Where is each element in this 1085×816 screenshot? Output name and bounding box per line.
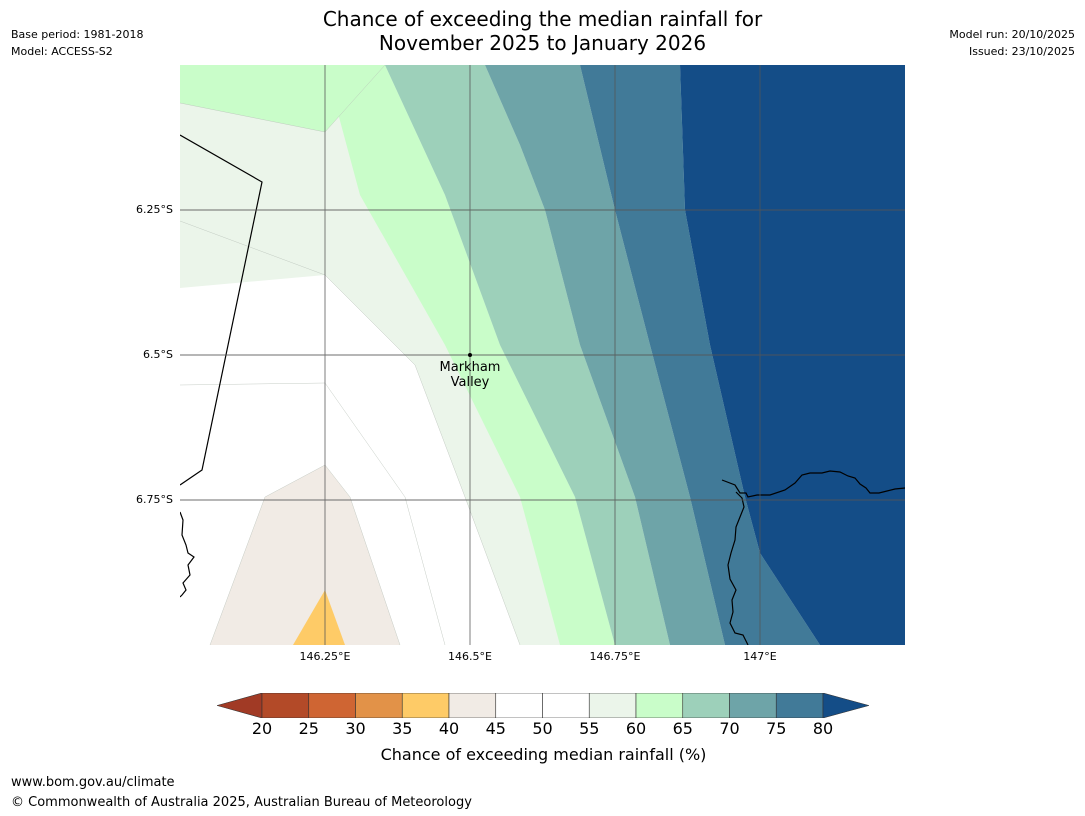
- colorbar-tick-75: 75: [766, 719, 787, 738]
- band-60-65-top: [180, 65, 385, 132]
- colorbar-tick-35: 35: [392, 719, 413, 738]
- colorbar-title: Chance of exceeding median rainfall (%): [380, 745, 707, 764]
- title-line-1: Chance of exceeding the median rainfall …: [322, 7, 763, 31]
- colorbar-cell-20-25: [261, 693, 310, 718]
- rainfall-map[interactable]: [180, 65, 905, 645]
- colorbar-cell-40-45: [448, 693, 497, 718]
- markham-valley-marker[interactable]: [468, 353, 472, 357]
- coastline-huon-gulf: [721, 470, 905, 645]
- colorbar-cell-30-35: [355, 693, 403, 718]
- colorbar-cell-55-60: [588, 693, 637, 718]
- colorbar-cell-70-75: [729, 693, 777, 718]
- lon-label-146-25: 146.25°E: [299, 650, 351, 663]
- colorbar-tick-40: 40: [438, 719, 460, 738]
- footer-copyright: © Commonwealth of Australia 2025, Austra…: [11, 795, 472, 810]
- chart-title: Chance of exceeding the median rainfall …: [0, 7, 1085, 55]
- colorbar-cell-50-55: [542, 693, 590, 718]
- colorbar-cell-25-30: [308, 693, 356, 718]
- colorbar-tick-55: 55: [579, 719, 600, 738]
- colorbar-tick-65: 65: [672, 719, 693, 738]
- colorbar: [217, 693, 869, 718]
- model-name: Model: ACCESS-S2: [11, 45, 113, 58]
- model-info: Base period: 1981-2018 Model: ACCESS-S2: [11, 26, 143, 60]
- coastline: [180, 511, 195, 598]
- colorbar-tick-80: 80: [812, 719, 834, 738]
- title-line-2: November 2025 to January 2026: [378, 31, 707, 55]
- colorbar-tick-30: 30: [345, 719, 366, 738]
- colorbar-tick-20: 20: [251, 719, 273, 738]
- colorbar-tick-50: 50: [532, 719, 553, 738]
- graticule: [180, 65, 905, 645]
- lat-label-6-25: 6.25°S: [136, 203, 173, 216]
- colorbar-tick-45: 45: [485, 719, 506, 738]
- border-line: [180, 134, 263, 486]
- lon-label-146-5: 146.5°E: [448, 650, 492, 663]
- base-period: Base period: 1981-2018: [11, 28, 144, 41]
- colorbar-tick-70: 70: [719, 719, 740, 738]
- lat-label-6-5: 6.5°S: [143, 348, 173, 361]
- place-label-markham-valley: Markham Valley: [420, 360, 520, 390]
- lon-label-147: 147°E: [743, 650, 777, 663]
- issued-date: Issued: 23/10/2025: [968, 45, 1075, 58]
- band-40-45: [210, 465, 400, 645]
- model-run-date: Model run: 20/10/2025: [949, 28, 1075, 41]
- colorbar-cell-65-70: [682, 693, 730, 718]
- footer-url[interactable]: www.bom.gov.au/climate: [11, 775, 175, 790]
- place-name-line-2: Valley: [450, 375, 490, 390]
- lon-label-146-75: 146.75°E: [589, 650, 641, 663]
- colorbar-cell-45-50: [495, 693, 543, 718]
- colorbar-low-extension: [217, 693, 263, 718]
- colorbar-tick-25: 25: [298, 719, 319, 738]
- colorbar-tick-60: 60: [625, 719, 647, 738]
- colorbar-cell-75-80: [775, 693, 824, 718]
- lat-label-6-75: 6.75°S: [136, 493, 173, 506]
- place-name-line-1: Markham: [439, 360, 501, 375]
- colorbar-cell-60-65: [635, 693, 684, 718]
- run-info: Model run: 20/10/2025 Issued: 23/10/2025: [949, 26, 1075, 60]
- colorbar-cell-35-40: [401, 693, 450, 718]
- colorbar-high-extension: [822, 693, 869, 718]
- band-35-40: [293, 590, 345, 645]
